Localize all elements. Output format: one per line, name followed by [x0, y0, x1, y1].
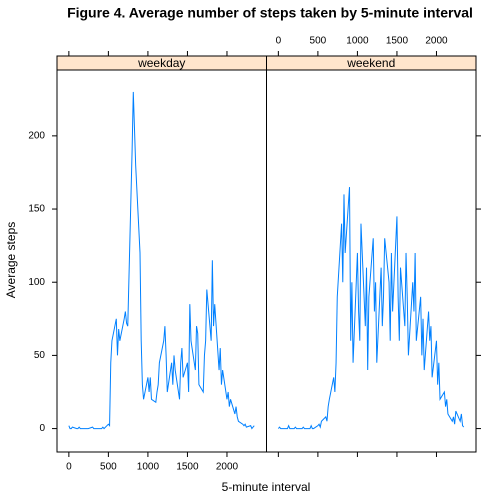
x-tick-label: 500: [100, 462, 117, 473]
y-tick-label: 150: [28, 204, 45, 215]
strip-label: weekend: [346, 56, 395, 70]
x-tick-label: 2000: [425, 36, 448, 47]
panel: [266, 69, 477, 453]
x-tick-label: 1000: [137, 462, 160, 473]
y-tick-label: 0: [39, 423, 45, 434]
x-tick-label: 0: [66, 462, 72, 473]
x-tick-label: 1000: [346, 36, 369, 47]
x-tick-label: 2000: [216, 462, 239, 473]
y-tick-label: 200: [28, 131, 45, 142]
chart-title: Figure 4. Average number of steps taken …: [67, 5, 473, 21]
y-tick-label: 100: [28, 277, 45, 288]
x-tick-label: 1500: [386, 36, 409, 47]
data-line: [68, 91, 255, 430]
strip-label: weekday: [137, 56, 185, 70]
x-axis-label: 5-minute interval: [222, 480, 311, 494]
x-tick-label: 1500: [176, 462, 199, 473]
x-tick-label: 0: [276, 36, 282, 47]
data-line: [277, 187, 465, 430]
panel: [56, 69, 267, 453]
y-axis-label: Average steps: [4, 222, 18, 299]
y-tick-label: 50: [34, 350, 46, 361]
x-tick-label: 500: [310, 36, 327, 47]
